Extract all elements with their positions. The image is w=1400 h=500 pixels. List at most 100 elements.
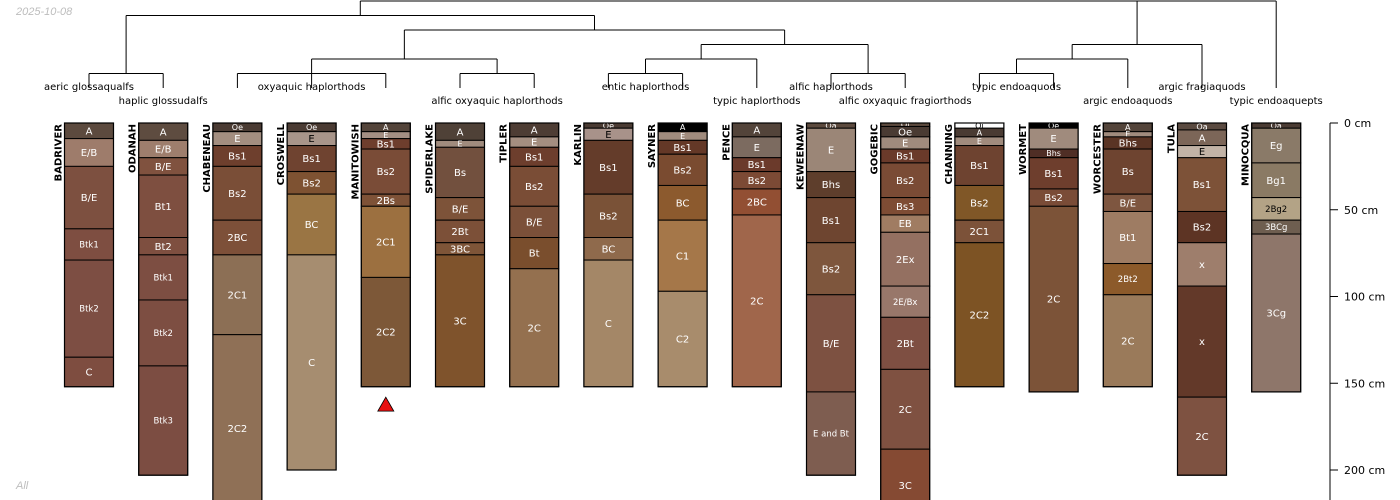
horizon-label: E/B [81,148,98,159]
profile-outline [880,122,931,500]
horizon-label: Bs2 [525,182,543,193]
footer-label: All [16,480,29,492]
horizon-label: Bs1 [228,152,246,163]
profile-name: KARLIN [573,124,584,166]
horizon-label: C [308,358,315,369]
profile-name: WORCESTER [1092,124,1103,194]
horizon-label: Oe [603,121,614,130]
profile-name: CROSWELL [276,123,287,185]
horizon-label: Bs2 [377,167,395,178]
horizon-block [1177,157,1227,212]
horizon-label: 2C1 [376,237,396,248]
profile-outline [657,122,708,388]
group-label: argic fragiaquods [1158,82,1245,93]
horizon-label: 3Cg [1266,309,1286,320]
horizon-label: Bg1 [1266,176,1286,187]
horizon-block [1251,127,1302,164]
horizon-label: E [680,132,685,141]
horizon-label: Bs1 [748,160,766,171]
horizon-label: 2Bg2 [1265,205,1287,215]
profile-name: PENCE [721,124,732,161]
horizon-block [1177,285,1227,398]
horizon-label: B/E [526,217,543,228]
profile-name: WORMET [1018,124,1029,175]
horizon-label: 3BC [450,244,470,255]
horizon-label: 2C [528,323,541,334]
horizon-label: 2C [1047,295,1060,306]
horizon-label: 2C2 [970,310,990,321]
horizon-label: Bs1 [673,143,691,154]
horizon-label: Bt1 [1119,233,1136,244]
horizon-label: E [1125,130,1130,139]
profile-outline [286,122,337,471]
horizon-block [509,268,560,388]
horizon-label: A [457,127,464,138]
horizon-block [212,334,263,500]
horizon-label: E [605,130,611,141]
horizon-label: Btk1 [153,273,173,283]
horizon-block [1028,205,1079,393]
horizon-label: E [383,131,388,140]
horizon-label: 2BC [747,198,767,209]
horizon-label: C2 [676,335,689,346]
depth-axis-label: 200 cm [1344,464,1385,477]
horizon-label: Bt1 [155,202,172,213]
horizon-label: Bs2 [1193,223,1211,234]
horizon-block [212,219,263,256]
horizon-label: E [1199,147,1205,158]
group-label: typic endoaquods [972,82,1061,93]
profile-outline [434,122,486,388]
profile-outline [583,122,634,388]
horizon-label: Bs1 [377,139,395,150]
profile-outline [212,122,263,500]
profile-name: SAYNER [647,124,658,168]
profile-outline [509,122,560,388]
horizon-label: BC [676,198,690,209]
profile-outline [1028,122,1079,393]
profile-name: KEWEENAW [796,124,807,190]
profile-name: CHABENEAU [202,124,213,193]
horizon-label: Bhs [1119,139,1137,150]
horizon-label: Bs1 [896,152,914,163]
horizon-block [880,448,931,500]
horizon-label: 2C1 [970,227,990,238]
horizon-label: 2C2 [228,424,248,435]
horizon-label: E [457,140,462,149]
horizon-block [286,145,337,173]
horizon-block [212,254,263,336]
horizon-label: A [86,126,93,137]
horizon-block [583,259,634,388]
profile-name: SPIDERLAKE [425,124,436,194]
horizon-label: Oi [975,121,984,130]
horizon-label: 2BC [227,233,247,244]
horizon-block [954,184,1005,221]
horizon-block [954,242,1005,388]
horizon-label: 2Bt [897,339,914,350]
horizon-label: 2Bt2 [1118,275,1138,285]
profile-name: ODANAH [128,124,139,173]
horizon-block [806,127,856,173]
horizon-block [1102,294,1153,388]
horizon-label: Bt [529,249,540,260]
horizon-label: 2C [1121,336,1134,347]
horizon-label: B/E [1120,198,1137,209]
horizon-label: Bs1 [1044,169,1062,180]
horizon-label: E [234,134,240,145]
horizon-label: Bs2 [228,189,246,200]
horizon-label: 2C2 [376,328,396,339]
horizon-label: Btk2 [79,305,99,315]
horizon-label: BC [602,244,616,255]
profile-name: MINOCQUA [1241,124,1252,186]
horizon-label: Btk3 [153,417,173,427]
horizon-label: E [977,137,982,146]
horizon-label: B/E [823,339,840,350]
horizon-block [806,171,856,199]
horizon-block [806,391,856,476]
horizon-label: E [828,145,834,156]
horizon-block [360,276,411,388]
horizon-label: A [531,126,538,137]
horizon-label: Eg [1270,141,1283,152]
depth-axis-label: 100 cm [1344,291,1385,304]
group-label: typic haplorthods [713,96,800,107]
profile-name: TULA [1167,124,1178,153]
